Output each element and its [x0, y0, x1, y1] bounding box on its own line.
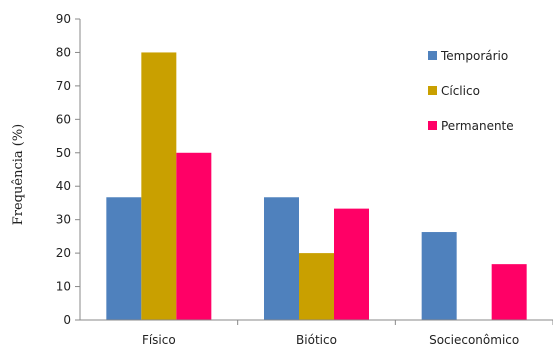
y-tick-label: 30: [56, 213, 71, 227]
bar-cíclico: [299, 253, 334, 320]
legend-swatch: [428, 51, 437, 60]
y-tick-label: 80: [56, 45, 71, 59]
legend-label: Permanente: [441, 119, 514, 133]
x-tick-label: Socieconômico: [429, 333, 519, 347]
x-tick-label: Físico: [142, 333, 176, 347]
y-tick-label: 0: [63, 313, 71, 327]
y-axis-ticks: 0 10 20 30 40 50 60 70 80 90: [56, 12, 80, 327]
y-tick-label: 20: [56, 246, 71, 260]
y-tick-label: 60: [56, 112, 71, 126]
y-tick-label: 70: [56, 79, 71, 93]
bars: [106, 52, 527, 320]
bar-temporário: [421, 232, 457, 320]
y-tick-label: 90: [56, 12, 71, 26]
y-tick-label: 40: [56, 179, 71, 193]
y-tick-label: 50: [56, 146, 71, 160]
legend: Temporário Cíclico Permanente: [428, 49, 514, 133]
bar-temporário: [106, 197, 142, 320]
bar-permanente: [176, 152, 212, 320]
y-axis-label: Frequência (%): [11, 124, 26, 226]
y-tick-label: 10: [56, 280, 71, 294]
legend-label: Temporário: [440, 49, 508, 63]
bar-permanente: [491, 264, 527, 320]
legend-swatch: [428, 121, 437, 130]
x-tick-label: Biótico: [296, 333, 337, 347]
bar-permanente: [334, 208, 369, 320]
legend-label: Cíclico: [441, 84, 480, 98]
axes: [79, 19, 553, 321]
bar-temporário: [264, 197, 299, 320]
legend-swatch: [428, 86, 437, 95]
x-axis-ticks: Físico Biótico Socieconômico: [142, 320, 553, 347]
bar-cíclico: [141, 52, 177, 320]
